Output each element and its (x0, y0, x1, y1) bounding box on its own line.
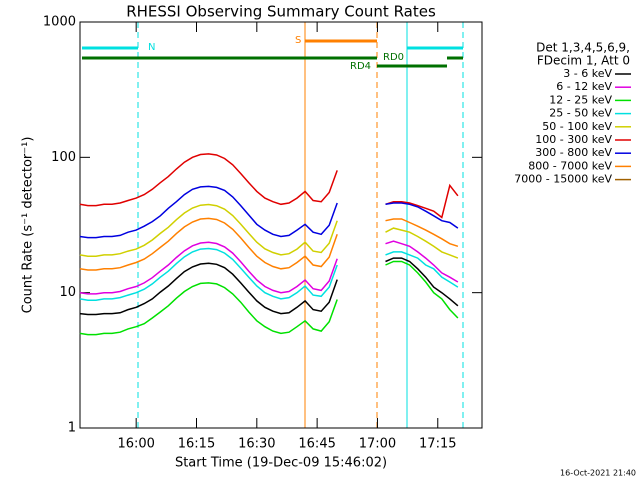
legend-label: 25 - 50 keV (549, 107, 612, 120)
y-tick-label: 1000 (43, 15, 76, 30)
y-tick-label: 1 (68, 421, 76, 436)
series-line (79, 217, 459, 271)
series-line (79, 247, 459, 301)
annotation-label: N (148, 42, 155, 53)
footer: 16-Oct-2021 21:40 (560, 469, 636, 478)
series-line (79, 185, 459, 239)
y-tick-label: 100 (51, 150, 76, 165)
annotation-label: RD4 (350, 61, 371, 72)
legend-label: 3 - 6 keV (563, 67, 612, 80)
legend-label: 100 - 300 keV (535, 133, 612, 146)
series-line (79, 203, 459, 259)
chart-title: RHESSI Observing Summary Count Rates (126, 3, 436, 21)
legend-label: 50 - 100 keV (542, 120, 612, 133)
x-axis-label: Start Time (19-Dec-09 15:46:02) (175, 456, 387, 471)
plot-frame (79, 21, 483, 429)
legend-header: Det 1,3,4,5,6,9, (536, 41, 630, 55)
annotation-label: S (295, 35, 301, 46)
annotation-label: RD0 (383, 52, 404, 63)
series-line (79, 257, 459, 316)
x-tick-label: 17:00 (359, 437, 396, 452)
x-tick-label: 17:15 (419, 437, 456, 452)
series-line (79, 260, 459, 336)
x-tick-label: 16:15 (178, 437, 215, 452)
x-tick-label: 16:00 (117, 437, 154, 452)
legend-label: 300 - 800 keV (535, 146, 612, 159)
x-tick-label: 16:45 (298, 437, 335, 452)
legend-label: 800 - 7000 keV (528, 159, 612, 172)
y-axis-label: Count Rate (s⁻¹ detector⁻¹) (21, 137, 36, 314)
series-line (79, 240, 459, 295)
y-tick-label: 10 (59, 285, 76, 300)
legend-header: FDecim 1, Att 0 (537, 54, 630, 68)
legend-label: 6 - 12 keV (556, 80, 612, 93)
legend-label: 7000 - 15000 keV (514, 173, 612, 186)
series-line (79, 153, 459, 219)
x-tick-label: 16:30 (238, 437, 275, 452)
legend-label: 12 - 25 keV (549, 93, 612, 106)
